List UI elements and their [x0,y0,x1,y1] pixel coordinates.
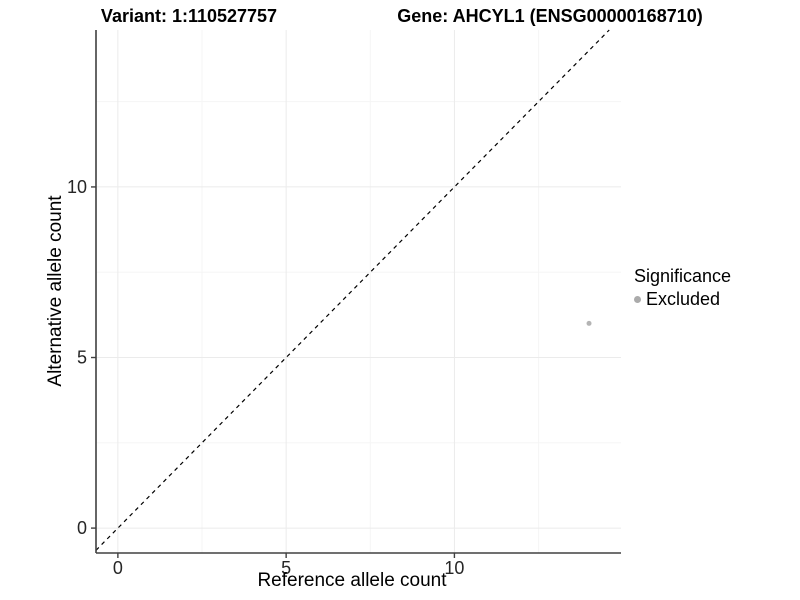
x-tick-label: 10 [444,558,464,578]
plot-title-gene: Gene: AHCYL1 (ENSG00000168710) [397,6,703,26]
identity-dashed-line [95,29,610,551]
plot-title-variant: Variant: 1:110527757 [100,6,278,26]
y-axis-title: Alternative allele count [45,195,66,387]
legend-title: Significance [634,266,732,286]
x-axis-title: Reference allele count [257,570,447,591]
y-tick-label: 5 [77,348,87,368]
legend-item-label: Excluded [646,289,721,309]
y-tick-label: 0 [77,518,87,538]
legend: Significance Excluded [634,266,731,310]
y-tick-label: 10 [67,177,87,197]
legend-point-icon [634,296,641,303]
legend-item-excluded: Excluded [634,289,731,310]
x-tick-label: 5 [281,558,291,578]
x-tick-label: 0 [113,558,123,578]
data-point [586,320,592,326]
